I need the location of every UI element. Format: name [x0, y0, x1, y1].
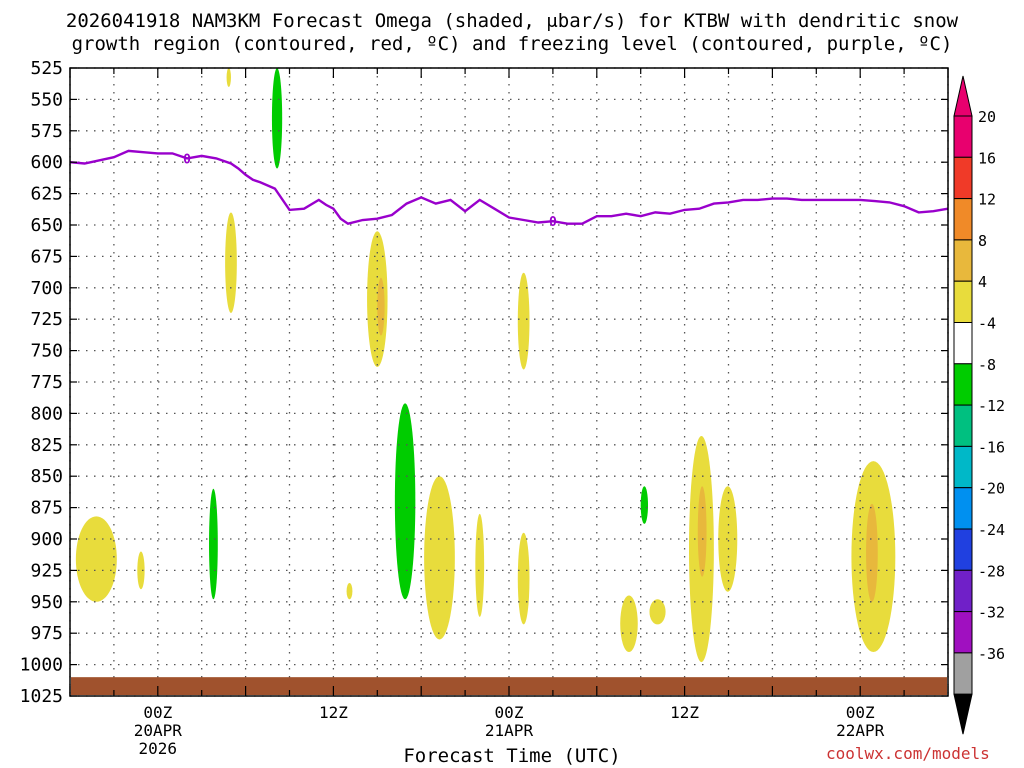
y-tick-label: 850 — [30, 466, 63, 487]
y-tick-label: 900 — [30, 529, 63, 550]
omega-region — [394, 403, 416, 600]
freezing-level-label: 0 — [183, 152, 191, 167]
omega-region — [209, 488, 218, 600]
omega-region — [649, 599, 666, 625]
x-axis-label: Forecast Time (UTC) — [403, 745, 621, 767]
y-tick-label: 950 — [30, 592, 63, 613]
y-tick-label: 875 — [30, 498, 63, 519]
colorbar-swatch — [953, 611, 973, 654]
y-tick-label: 675 — [30, 246, 63, 267]
colorbar-label: -28 — [978, 562, 1005, 580]
omega-region — [75, 516, 117, 602]
pressure-axis: 525 550 575 600 625 650 675 700 725 750 775 800 825 8… — [20, 58, 948, 707]
y-tick-label: 1000 — [20, 655, 63, 676]
chart-title-line-1: 2026041918 NAM3KM Forecast Omega (shaded… — [65, 10, 959, 32]
x-tick-label: 2026 — [139, 739, 178, 758]
colorbar-swatch — [953, 198, 973, 241]
x-tick-label: 21APR — [485, 721, 534, 740]
colorbar-swatch — [953, 528, 973, 571]
x-tick-label: 12Z — [319, 703, 348, 722]
x-tick-label: 12Z — [670, 703, 699, 722]
colorbar-label: -8 — [978, 356, 996, 374]
y-tick-label: 725 — [30, 309, 63, 330]
x-tick-label: 22APR — [836, 721, 885, 740]
plot-frame — [69, 67, 949, 697]
y-tick-label: 600 — [30, 152, 63, 173]
y-tick-label: 550 — [30, 89, 63, 110]
y-tick-label: 700 — [30, 278, 63, 299]
colorbar-swatch — [953, 652, 973, 695]
colorbar-swatch — [953, 322, 973, 365]
colorbar-swatch — [953, 487, 973, 530]
gridlines — [69, 67, 949, 697]
y-tick-label: 975 — [30, 623, 63, 644]
omega-region — [640, 486, 649, 524]
omega-region — [517, 532, 530, 625]
colorbar-label: 16 — [978, 149, 996, 167]
colorbar-swatch — [953, 239, 973, 282]
colorbar-label: -32 — [978, 604, 1005, 622]
colorbar-top-arrow — [953, 75, 973, 117]
omega-region — [346, 582, 353, 600]
colorbar-label: -12 — [978, 397, 1005, 415]
omega-region — [226, 68, 231, 87]
colorbar-label: 8 — [978, 232, 987, 250]
freezing-level-line — [69, 149, 949, 225]
colorbar-label: -16 — [978, 438, 1005, 456]
y-tick-label: 800 — [30, 403, 63, 424]
colorbar-label: 12 — [978, 191, 996, 209]
colorbar-swatch — [953, 280, 973, 324]
colorbar-label: -24 — [978, 521, 1005, 539]
omega-region — [137, 551, 145, 590]
omega-region — [517, 272, 530, 370]
y-tick-label: 825 — [30, 435, 63, 456]
colorbar-label: 4 — [978, 273, 987, 291]
y-tick-label: 750 — [30, 341, 63, 362]
colorbar-label: -4 — [978, 315, 996, 333]
y-tick-label: 650 — [30, 215, 63, 236]
y-tick-label: 525 — [30, 58, 63, 79]
freezing-level-label: 0 — [549, 215, 557, 230]
omega-region — [225, 212, 237, 313]
omega-colorbar: 20 16 12 8 4 -4 -8 -12 -16 -20 -24 -28 -32 -36 — [953, 75, 1005, 735]
x-tick-label: 00Z — [143, 703, 172, 722]
chart-title-line-2: growth region (contoured, red, ºC) and f… — [71, 33, 953, 55]
freezing-level-layer: 00 — [69, 149, 949, 230]
colorbar-swatch — [953, 156, 973, 200]
omega-region — [620, 595, 638, 653]
colorbar-swatch — [953, 115, 973, 158]
omega-region — [718, 486, 738, 592]
y-tick-label: 1025 — [20, 686, 63, 707]
x-tick-label: 20APR — [134, 721, 183, 740]
y-tick-label: 625 — [30, 184, 63, 205]
omega-shading-layer — [75, 68, 896, 663]
colorbar-swatch — [953, 569, 973, 613]
x-tick-label: 00Z — [495, 703, 524, 722]
omega-core — [866, 503, 878, 602]
colorbar-label: -36 — [978, 645, 1005, 663]
omega-region — [424, 476, 455, 640]
colorbar-label: 20 — [978, 108, 996, 126]
colorbar-swatch — [953, 445, 973, 489]
y-tick-label: 925 — [30, 560, 63, 581]
y-tick-label: 575 — [30, 121, 63, 142]
colorbar-swatch — [953, 363, 973, 406]
y-tick-label: 775 — [30, 372, 63, 393]
colorbar-bottom-arrow — [953, 693, 973, 735]
x-tick-label: 00Z — [846, 703, 875, 722]
omega-core — [697, 486, 707, 577]
colorbar-swatch — [953, 404, 973, 447]
colorbar-label: -20 — [978, 480, 1005, 498]
omega-core — [377, 277, 385, 336]
site-credit-link[interactable]: coolwx.com/models — [826, 744, 990, 763]
omega-region — [475, 513, 485, 617]
omega-region — [271, 68, 283, 169]
